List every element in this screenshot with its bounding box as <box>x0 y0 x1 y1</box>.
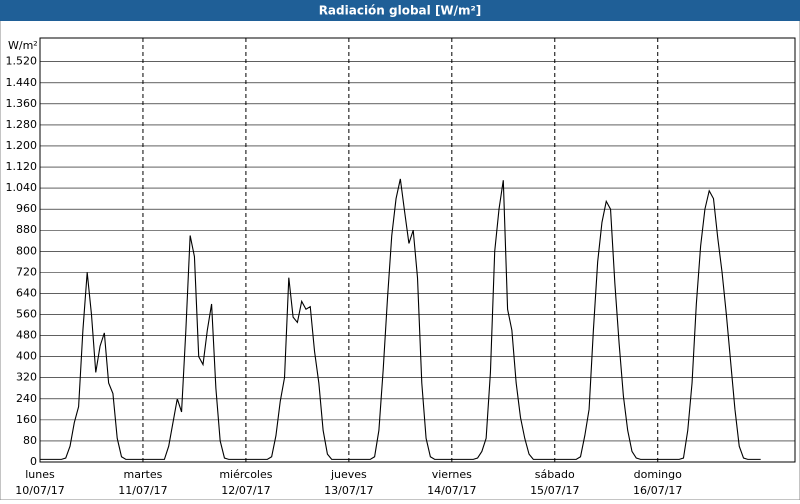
y-tick-label: 1.360 <box>6 97 38 110</box>
y-tick-label: 1.440 <box>6 76 38 89</box>
x-tick-date: 16/07/17 <box>633 484 682 497</box>
y-tick-label: 480 <box>16 329 37 342</box>
y-tick-label: 240 <box>16 392 37 405</box>
title-bar <box>0 0 800 21</box>
x-tick-date: 15/07/17 <box>530 484 579 497</box>
y-tick-label: 720 <box>16 265 37 278</box>
x-tick-label: domingo <box>634 468 682 481</box>
y-tick-label: 1.040 <box>6 181 38 194</box>
y-tick-label: 560 <box>16 308 37 321</box>
y-tick-label: 800 <box>16 244 37 257</box>
x-tick-date: 10/07/17 <box>15 484 64 497</box>
y-tick-label: 640 <box>16 286 37 299</box>
y-tick-label: 1.120 <box>6 160 38 173</box>
y-tick-label: 960 <box>16 202 37 215</box>
y-tick-label: 0 <box>30 455 37 468</box>
y-tick-label: 1.520 <box>6 55 38 68</box>
x-tick-label: viernes <box>432 468 472 481</box>
y-tick-label: 880 <box>16 223 37 236</box>
chart-title: Radiación global [W/m²] <box>319 4 482 18</box>
y-tick-label: 160 <box>16 413 37 426</box>
y-tick-label: 1.280 <box>6 118 38 131</box>
x-tick-label: sábado <box>535 468 575 481</box>
y-tick-label: 1.200 <box>6 139 38 152</box>
x-tick-label: miércoles <box>219 468 272 481</box>
series-line <box>40 178 761 460</box>
x-tick-date: 14/07/17 <box>427 484 476 497</box>
y-tick-label: 80 <box>23 434 37 447</box>
x-tick-label: jueves <box>330 468 367 481</box>
x-tick-date: 13/07/17 <box>324 484 373 497</box>
y-tick-label: 320 <box>16 371 37 384</box>
y-tick-label: 400 <box>16 350 37 363</box>
x-tick-date: 12/07/17 <box>221 484 270 497</box>
x-tick-label: lunes <box>25 468 55 481</box>
x-tick-label: martes <box>124 468 163 481</box>
x-tick-date: 11/07/17 <box>118 484 167 497</box>
y-axis-label: W/m² <box>8 39 38 52</box>
